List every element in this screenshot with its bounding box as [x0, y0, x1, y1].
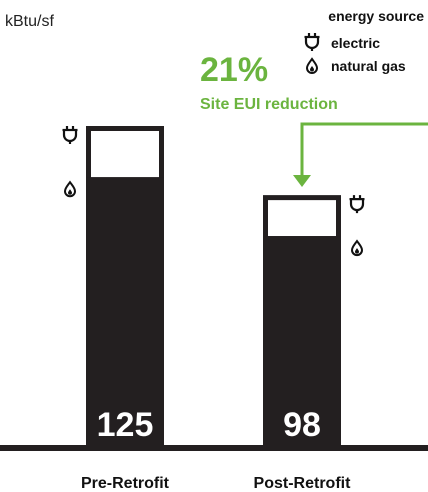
- reduction-arrow: [300, 122, 428, 176]
- legend-title: energy source: [328, 8, 424, 24]
- bars: 125 98: [61, 124, 366, 446]
- plug-icon: [61, 124, 79, 146]
- reduction-arrowhead: [293, 175, 311, 187]
- plug-icon: [348, 194, 366, 215]
- legend: energy source electric natural gas: [303, 8, 424, 74]
- plug-icon: [303, 31, 321, 53]
- reduction-percent: 21%: [200, 51, 268, 89]
- bar-segment-electric-post-retrofit: [268, 200, 336, 237]
- category-label-post-retrofit: Post-Retrofit: [254, 475, 352, 492]
- bar-segment-natural-gas-post-retrofit: [263, 236, 341, 446]
- value-label-post-retrofit: 98: [283, 406, 321, 444]
- legend-label-natural-gas: natural gas: [331, 58, 406, 74]
- flame-icon: [306, 58, 318, 74]
- value-label-pre-retrofit: 125: [97, 406, 154, 444]
- category-label-pre-retrofit: Pre-Retrofit: [81, 475, 170, 492]
- y-axis-label: kBtu/sf: [5, 13, 54, 30]
- legend-label-electric: electric: [331, 35, 380, 51]
- flame-icon: [351, 240, 363, 257]
- bar-segment-natural-gas-pre-retrofit: [86, 177, 164, 446]
- reduction-annotation: 21% Site EUI reduction: [200, 51, 428, 187]
- reduction-label: Site EUI reduction: [200, 96, 338, 113]
- bar-segment-electric-pre-retrofit: [91, 131, 159, 178]
- flame-icon: [64, 181, 76, 198]
